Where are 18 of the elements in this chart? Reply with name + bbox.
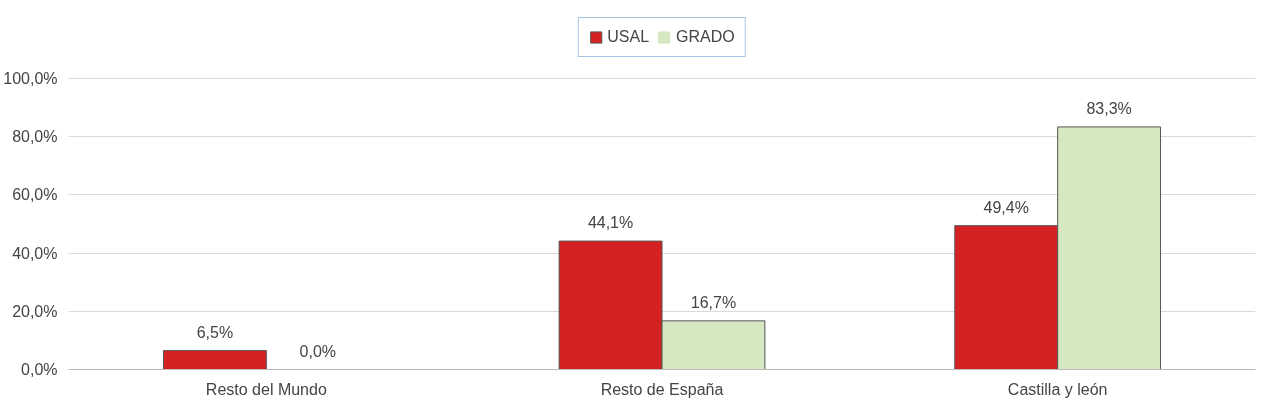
y-tick-label: 20,0% (12, 302, 58, 320)
data-label: 83,3% (1086, 99, 1132, 117)
y-tick-label: 60,0% (12, 186, 58, 204)
data-label: 0,0% (299, 342, 336, 360)
y-tick-label: 100,0% (3, 69, 58, 87)
data-label: 6,5% (196, 323, 234, 341)
legend-label: GRADO (676, 28, 735, 46)
data-label: 16,7% (690, 293, 737, 311)
y-tick-label: 40,0% (12, 244, 58, 262)
bar (162, 350, 267, 370)
data-label: 49,4% (983, 198, 1029, 216)
x-tick-label: Resto del Mundo (205, 380, 327, 398)
x-tick-label: Resto de España (600, 380, 724, 398)
legend-label: USAL (607, 28, 650, 46)
y-tick-label: 0,0% (21, 361, 58, 378)
y-tick-label: 80,0% (12, 128, 58, 146)
x-tick-label: Castilla y león (1007, 380, 1108, 398)
data-label: 44,1% (587, 214, 634, 232)
